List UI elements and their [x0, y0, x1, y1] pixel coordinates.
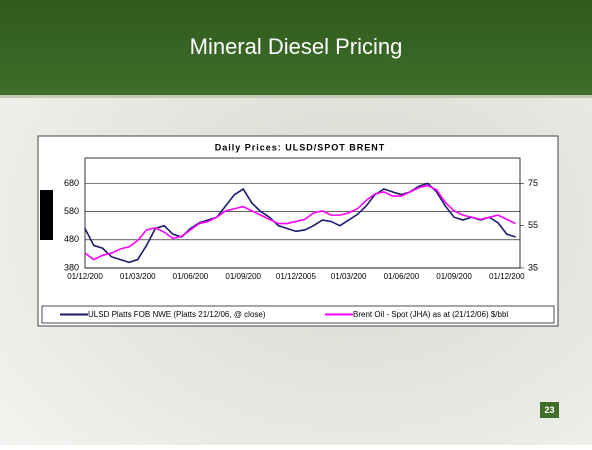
y-tick-label: 680	[64, 178, 79, 188]
x-tick-label: 01/12/200	[67, 272, 103, 281]
x-tick-label: 01/06/200	[384, 272, 420, 281]
slide-title: Mineral Diesel Pricing	[190, 34, 403, 59]
legend-label: ULSD Platts FOB NWE (Platts 21/12/06, @ …	[88, 310, 266, 319]
y2-tick-label: 55	[528, 220, 538, 230]
y-tick-label: 380	[64, 262, 79, 272]
y2-tick-label: 35	[528, 262, 538, 272]
header-band	[0, 0, 592, 95]
legend	[41, 305, 555, 324]
chart-title: Daily Prices: ULSD/SPOT BRENT	[215, 142, 386, 152]
x-tick-label: 01/03/200	[331, 272, 367, 281]
page-number-box	[540, 402, 559, 418]
x-tick-label: 01/06/200	[173, 272, 209, 281]
header-rule	[0, 95, 592, 98]
page-number: 23	[544, 405, 554, 415]
black-block	[40, 190, 53, 240]
series-line	[84, 184, 516, 261]
x-tick-label: 01/12/2005	[276, 272, 317, 281]
x-tick-label: 01/12/200	[489, 272, 525, 281]
y2-tick-label: 75	[528, 178, 538, 188]
legend-label: Brent Oil - Spot (JHA) as at (21/12/06) …	[353, 310, 508, 319]
x-tick-label: 01/09/200	[436, 272, 472, 281]
y-tick-label: 580	[64, 206, 79, 216]
x-tick-label: 01/03/200	[120, 272, 156, 281]
x-tick-label: 01/09/200	[225, 272, 261, 281]
y-tick-label: 480	[64, 234, 79, 244]
